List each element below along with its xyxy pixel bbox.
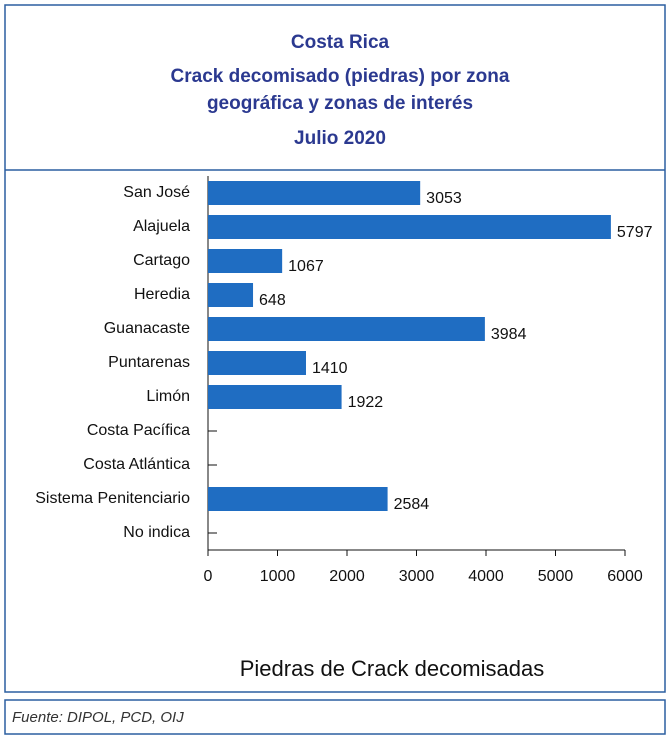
x-tick-label: 6000: [607, 568, 643, 585]
x-tick-label: 2000: [329, 568, 365, 585]
data-label: 1922: [348, 394, 384, 411]
y-tick-label: Guanacaste: [104, 320, 190, 337]
x-axis-label: Piedras de Crack decomisadas: [240, 656, 544, 681]
x-tick-label: 0: [204, 568, 213, 585]
y-tick-label: No indica: [123, 524, 190, 541]
y-tick-label: Cartago: [133, 252, 190, 269]
data-label: 648: [259, 292, 286, 309]
data-label: 5797: [617, 224, 653, 241]
data-label: 3053: [426, 190, 462, 207]
y-tick-label: Alajuela: [133, 218, 190, 235]
chart-frame: [4, 4, 666, 693]
chart-title: geográfica y zonas de interés: [207, 93, 473, 114]
y-tick-label: San José: [123, 184, 190, 201]
x-tick-label: 1000: [260, 568, 296, 585]
x-tick-label: 3000: [399, 568, 435, 585]
bar: [208, 249, 283, 273]
bar: [208, 487, 388, 511]
chart-title: Costa Rica: [291, 32, 390, 53]
data-label: 3984: [491, 326, 527, 343]
y-tick-label: Costa Pacífica: [87, 422, 190, 439]
bar: [208, 215, 611, 239]
data-label: 2584: [394, 496, 430, 513]
x-tick-label: 4000: [468, 568, 504, 585]
source: Fuente: DIPOL, PCD, OIJ: [12, 709, 184, 726]
bar: [208, 317, 485, 341]
bar: [208, 181, 421, 205]
bar: [208, 283, 254, 307]
y-tick-label: Heredia: [134, 286, 190, 303]
bar: [208, 385, 342, 409]
x-tick-label: 5000: [538, 568, 574, 585]
data-label: 1067: [288, 258, 324, 275]
y-tick-label: Sistema Penitenciario: [35, 490, 190, 507]
y-tick-label: Puntarenas: [108, 354, 190, 371]
y-tick-label: Costa Atlántica: [83, 456, 190, 473]
y-tick-label: Limón: [146, 388, 190, 405]
footer-frame: [4, 699, 666, 735]
chart-title: Julio 2020: [294, 128, 386, 149]
chart-title: Crack decomisado (piedras) por zona: [171, 66, 510, 87]
bar: [208, 351, 306, 375]
data-label: 1410: [312, 360, 348, 377]
